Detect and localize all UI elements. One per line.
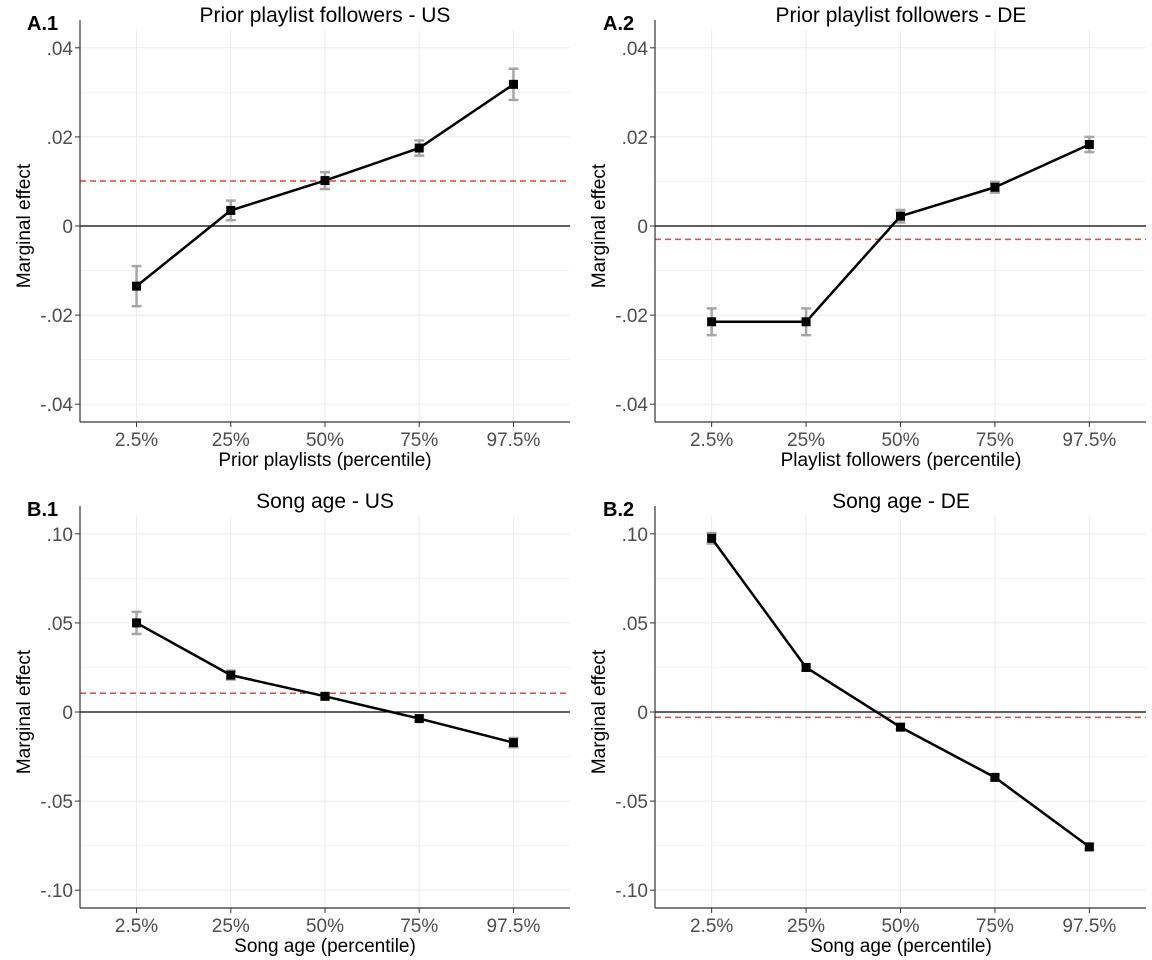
data-point	[707, 317, 717, 327]
x-axis-title: Prior playlists (percentile)	[218, 450, 431, 471]
panel-label: A.1	[27, 13, 58, 35]
y-tick-label: -.05	[40, 792, 73, 813]
y-tick-label: .04	[47, 39, 74, 60]
data-point	[414, 143, 424, 153]
x-tick-label: 50%	[306, 430, 344, 451]
y-tick-label: 0	[62, 217, 73, 238]
panel-label: B.1	[27, 499, 58, 521]
y-tick-label: -.02	[615, 306, 648, 327]
panel-label: A.2	[603, 13, 634, 35]
x-tick-label: 50%	[881, 916, 919, 937]
y-axis-title: Marginal effect	[589, 163, 610, 288]
data-point	[1084, 139, 1094, 149]
x-tick-label: 97.5%	[487, 916, 541, 937]
x-tick-label: 2.5%	[690, 430, 733, 451]
x-tick-label: 25%	[787, 430, 825, 451]
x-tick-label: 75%	[976, 916, 1014, 937]
data-point	[226, 205, 236, 215]
x-axis-title: Song age (percentile)	[810, 936, 992, 957]
x-tick-label: 50%	[306, 916, 344, 937]
data-point	[896, 211, 905, 221]
x-axis-title: Song age (percentile)	[234, 936, 416, 957]
y-tick-label: -.04	[615, 395, 648, 416]
y-tick-label: .05	[622, 614, 648, 635]
x-tick-label: 2.5%	[690, 916, 733, 937]
x-tick-label: 75%	[400, 430, 438, 451]
chart-panel-3: -.10 -.05 0 .05 .10 2.5% 25% 50% 75% 97.5% Song ag…	[14, 490, 570, 957]
y-tick-label: .10	[47, 525, 73, 546]
panel-title: Song age - DE	[832, 490, 970, 513]
y-tick-label: -.10	[615, 881, 648, 902]
data-point	[801, 317, 811, 327]
data-point	[132, 618, 142, 628]
panel-title: Prior playlist followers - DE	[776, 4, 1027, 27]
y-axis-title: Marginal effect	[14, 649, 35, 774]
y-tick-label: -.05	[615, 792, 648, 813]
data-point	[132, 281, 142, 291]
y-tick-label: -.04	[40, 395, 73, 416]
y-tick-label: .05	[47, 614, 73, 635]
x-tick-label: 97.5%	[1062, 916, 1116, 937]
y-tick-label: .02	[622, 128, 648, 149]
data-point	[990, 182, 1000, 192]
panel-label: B.2	[603, 499, 634, 521]
data-point	[990, 772, 1000, 782]
y-axis-title: Marginal effect	[14, 163, 35, 288]
x-tick-label: 25%	[212, 430, 250, 451]
data-point	[508, 738, 518, 748]
chart-panel-4: -.10 -.05 0 .05 .10 2.5% 25% 50% 75% 97.5% Song ag…	[589, 490, 1146, 957]
data-point	[508, 79, 518, 89]
x-tick-label: 75%	[400, 916, 438, 937]
data-point	[320, 176, 330, 186]
y-axis-title: Marginal effect	[589, 649, 610, 774]
y-tick-label: 0	[637, 217, 648, 238]
data-point	[707, 533, 717, 543]
y-tick-label: -.02	[40, 306, 73, 327]
x-tick-label: 50%	[881, 430, 919, 451]
x-tick-label: 25%	[212, 916, 250, 937]
y-tick-label: 0	[637, 703, 648, 724]
data-point	[1084, 842, 1094, 852]
y-tick-label: .02	[47, 128, 73, 149]
data-point	[414, 714, 424, 724]
panel-title: Prior playlist followers - US	[200, 4, 451, 27]
x-tick-label: 97.5%	[1062, 430, 1116, 451]
data-point	[226, 670, 236, 680]
x-tick-label: 97.5%	[487, 430, 541, 451]
x-tick-label: 2.5%	[115, 430, 158, 451]
data-point	[320, 691, 330, 701]
x-tick-label: 25%	[787, 916, 825, 937]
x-axis-title: Playlist followers (percentile)	[781, 450, 1022, 471]
y-tick-label: 0	[62, 703, 73, 724]
chart-panel-1: -.04 -.02 0 .02 .04 2.5% 25% 50% 75% 97.5% Prior p…	[14, 4, 570, 471]
y-tick-label: -.10	[40, 881, 73, 902]
x-tick-label: 2.5%	[115, 916, 158, 937]
y-tick-label: .10	[622, 525, 648, 546]
data-point	[896, 722, 905, 732]
x-tick-label: 75%	[976, 430, 1014, 451]
y-tick-label: .04	[622, 39, 649, 60]
data-point	[801, 662, 811, 672]
chart-panel-2: -.04 -.02 0 .02 .04 2.5% 25% 50% 75% 97.5% Prior p…	[589, 4, 1146, 471]
panel-title: Song age - US	[256, 490, 394, 513]
